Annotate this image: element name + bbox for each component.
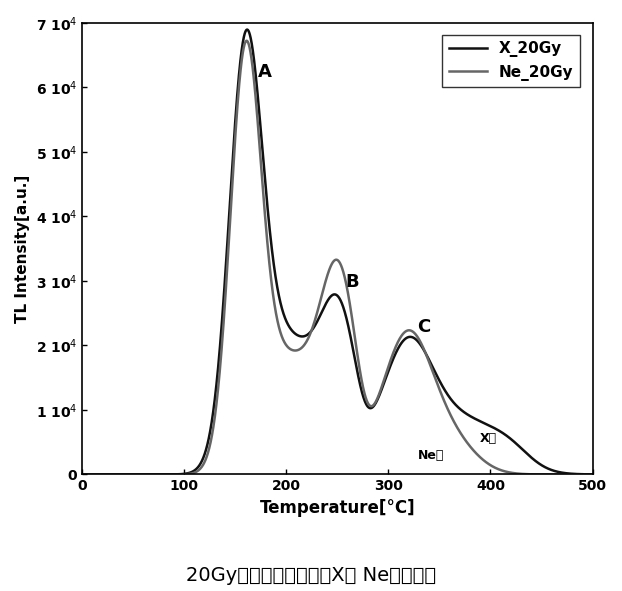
Text: X線: X線 xyxy=(480,433,498,446)
Text: C: C xyxy=(417,318,430,336)
X_20Gy xyxy=(296,333,304,340)
Ne_20Gy xyxy=(274,319,282,326)
Text: 20Gyグロー曲線によるX線 Ne線の比較: 20Gyグロー曲線によるX線 Ne線の比較 xyxy=(186,566,436,585)
X_20Gy xyxy=(524,451,531,458)
Text: Ne線: Ne線 xyxy=(418,449,445,462)
Ne_20Gy xyxy=(167,471,174,478)
Line: X_20Gy: X_20Gy xyxy=(82,30,593,475)
X_20Gy xyxy=(589,471,596,478)
Line: Ne_20Gy: Ne_20Gy xyxy=(82,41,593,475)
X_20Gy xyxy=(78,471,86,478)
X_20Gy xyxy=(579,470,587,478)
Text: B: B xyxy=(345,272,359,291)
X_20Gy xyxy=(167,471,174,478)
X-axis label: Temperature[°C]: Temperature[°C] xyxy=(259,499,415,517)
Ne_20Gy xyxy=(524,470,531,478)
Ne_20Gy xyxy=(136,471,144,478)
X_20Gy xyxy=(243,26,251,33)
Text: A: A xyxy=(258,63,271,81)
Ne_20Gy xyxy=(243,37,251,44)
Ne_20Gy xyxy=(579,471,587,478)
Y-axis label: TL Intensity[a.u.]: TL Intensity[a.u.] xyxy=(15,174,30,323)
Ne_20Gy xyxy=(589,471,596,478)
X_20Gy xyxy=(136,471,144,478)
X_20Gy xyxy=(274,287,282,294)
Ne_20Gy xyxy=(296,346,304,353)
Ne_20Gy xyxy=(78,471,86,478)
Legend: X_20Gy, Ne_20Gy: X_20Gy, Ne_20Gy xyxy=(442,35,580,87)
